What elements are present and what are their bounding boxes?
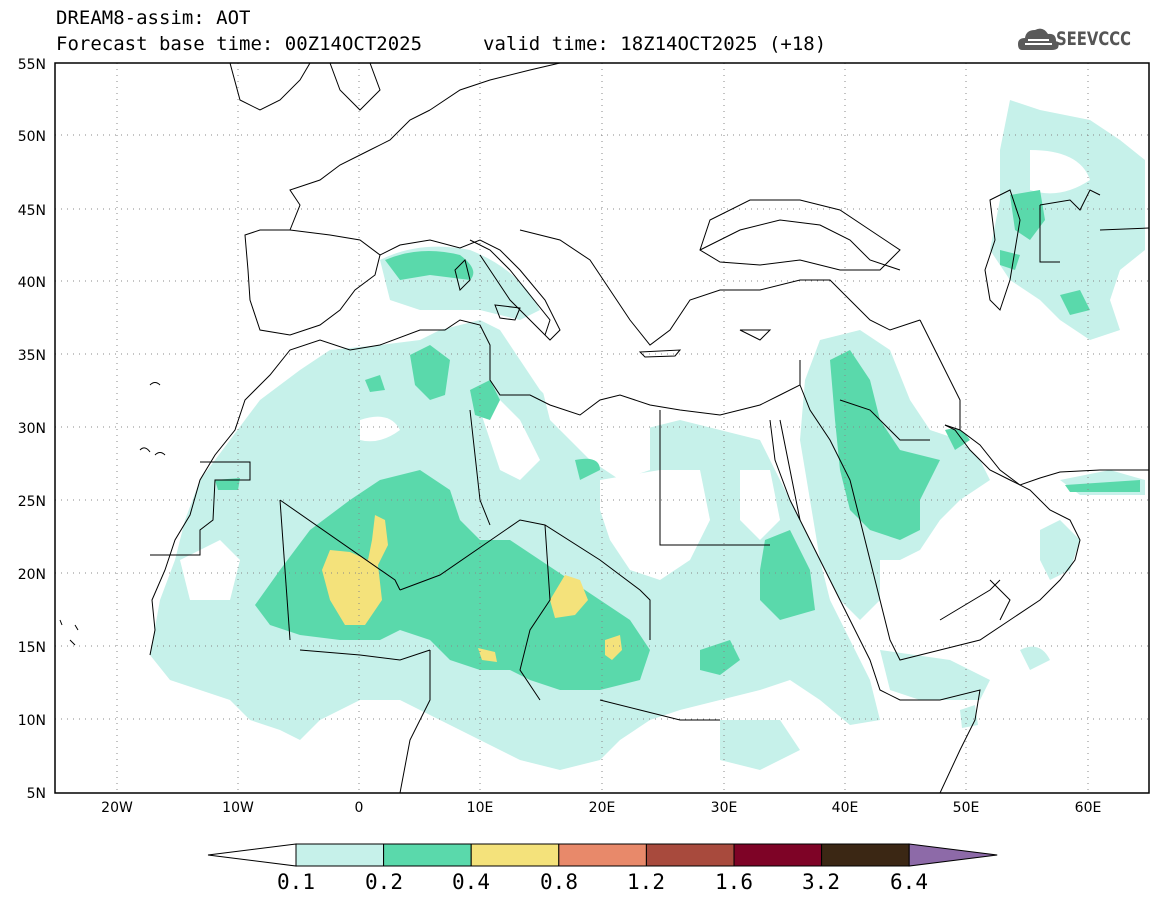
aot-low-areas — [180, 150, 1090, 640]
colorbar-segment — [558, 843, 647, 867]
lat-label: 35N — [18, 348, 46, 364]
lat-label: 45N — [18, 203, 46, 219]
colorbar-label: 6.4 — [890, 870, 928, 894]
valid-time: valid time: 18Z14OCT2025 (+18) — [483, 33, 827, 55]
lon-label: 30E — [711, 800, 738, 816]
lon-label: 20W — [101, 800, 133, 816]
lon-label: 0 — [355, 800, 364, 816]
lat-label: 55N — [18, 57, 46, 73]
colorbar-segment — [295, 843, 385, 867]
aot-shading — [150, 100, 1145, 770]
colorbar-segments — [207, 843, 998, 867]
map-frame — [54, 62, 1150, 794]
lon-label: 20E — [589, 800, 616, 816]
lat-label: 5N — [27, 786, 46, 802]
colorbar-segment — [733, 843, 823, 867]
map-gridlines — [55, 63, 1149, 793]
forecast-base-time: Forecast base time: 00Z14OCT2025 — [56, 33, 423, 55]
lat-label: 20N — [18, 567, 46, 583]
colorbar-segment — [645, 843, 735, 867]
colorbar-labels: 0.1 0.2 0.4 0.8 1.2 1.6 3.2 6.4 — [277, 870, 928, 894]
aot-level-0.4-fill — [322, 515, 622, 662]
colorbar-label: 1.6 — [715, 870, 753, 894]
seevccc-cloud-logo-icon — [1018, 28, 1059, 50]
colorbar-label: 3.2 — [802, 870, 840, 894]
lat-label: 50N — [18, 129, 46, 145]
logo-text: SEEVCCC — [1056, 28, 1132, 50]
lat-label: 40N — [18, 275, 46, 291]
lon-label: 50E — [953, 800, 980, 816]
lat-label: 30N — [18, 421, 46, 437]
colorbar-label: 0.2 — [365, 870, 403, 894]
lon-label: 40E — [832, 800, 859, 816]
colorbar-arrow-high — [908, 843, 998, 867]
colorbar-segment — [821, 843, 910, 867]
lat-label: 10N — [18, 713, 46, 729]
colorbar-label: 1.2 — [627, 870, 665, 894]
colorbar-label: 0.4 — [452, 870, 490, 894]
latitude-labels: 5N 10N 15N 20N 25N 30N 35N 40N 45N 50N 5… — [18, 57, 46, 802]
colorbar-segment — [383, 843, 472, 867]
colorbar-label: 0.8 — [540, 870, 578, 894]
colorbar-segment — [470, 843, 560, 867]
lat-label: 15N — [18, 640, 46, 656]
lon-label: 10W — [222, 800, 254, 816]
lon-label: 10E — [467, 800, 494, 816]
longitude-labels: 20W 10W 0 10E 20E 30E 40E 50E 60E — [101, 800, 1101, 816]
coastlines-and-borders — [59, 63, 1149, 793]
map-title: DREAM8-assim: AOT — [56, 7, 251, 29]
lat-label: 25N — [18, 494, 46, 510]
lon-label: 60E — [1075, 800, 1102, 816]
colorbar-arrow-low — [207, 843, 297, 867]
aot-level-0.2-fill — [215, 190, 1140, 690]
colorbar-label: 0.1 — [277, 870, 315, 894]
